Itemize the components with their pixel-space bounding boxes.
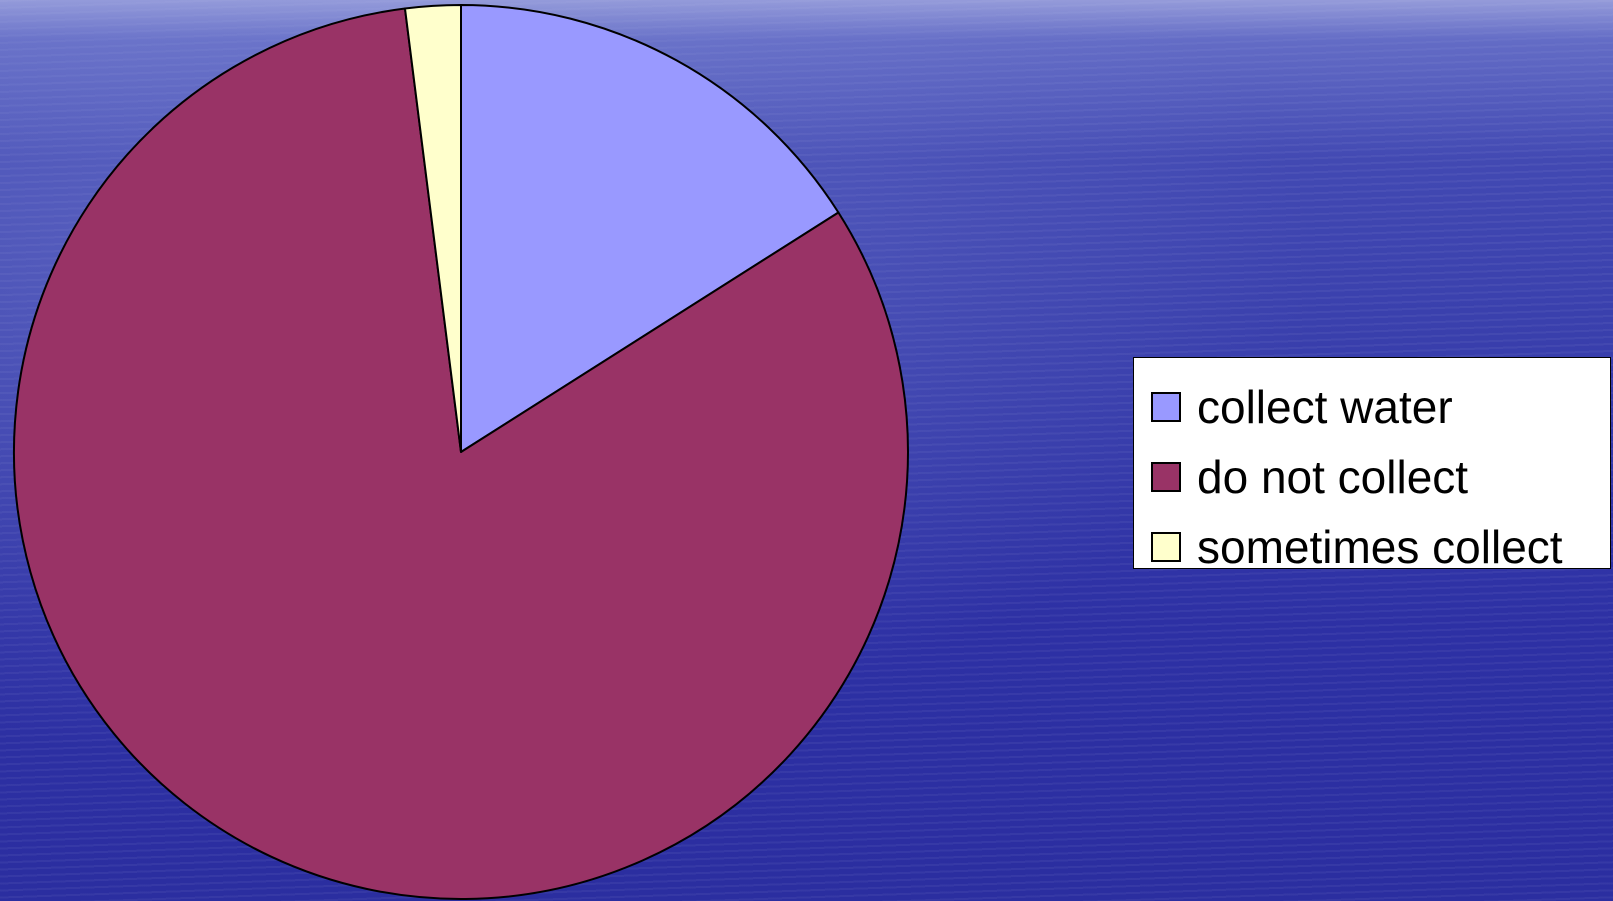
pie-slice-sometimes-collect (403, 4, 462, 453)
legend-item-collect-water: collect water (1151, 372, 1610, 442)
chart-legend: collect water do not collect sometimes c… (1133, 357, 1611, 570)
pie-slice-do-not-collect (13, 7, 909, 900)
legend-swatch-do-not-collect (1151, 462, 1181, 492)
legend-item-sometimes-collect: sometimes collect (1151, 512, 1610, 582)
legend-item-do-not-collect: do not collect (1151, 442, 1610, 512)
pie-slice-collect-water (460, 4, 840, 453)
legend-label-collect-water: collect water (1197, 381, 1453, 433)
legend-label-do-not-collect: do not collect (1197, 451, 1469, 503)
legend-label-sometimes-collect: sometimes collect (1197, 521, 1563, 573)
legend-swatch-collect-water (1151, 392, 1181, 422)
legend-swatch-sometimes-collect (1151, 532, 1181, 562)
